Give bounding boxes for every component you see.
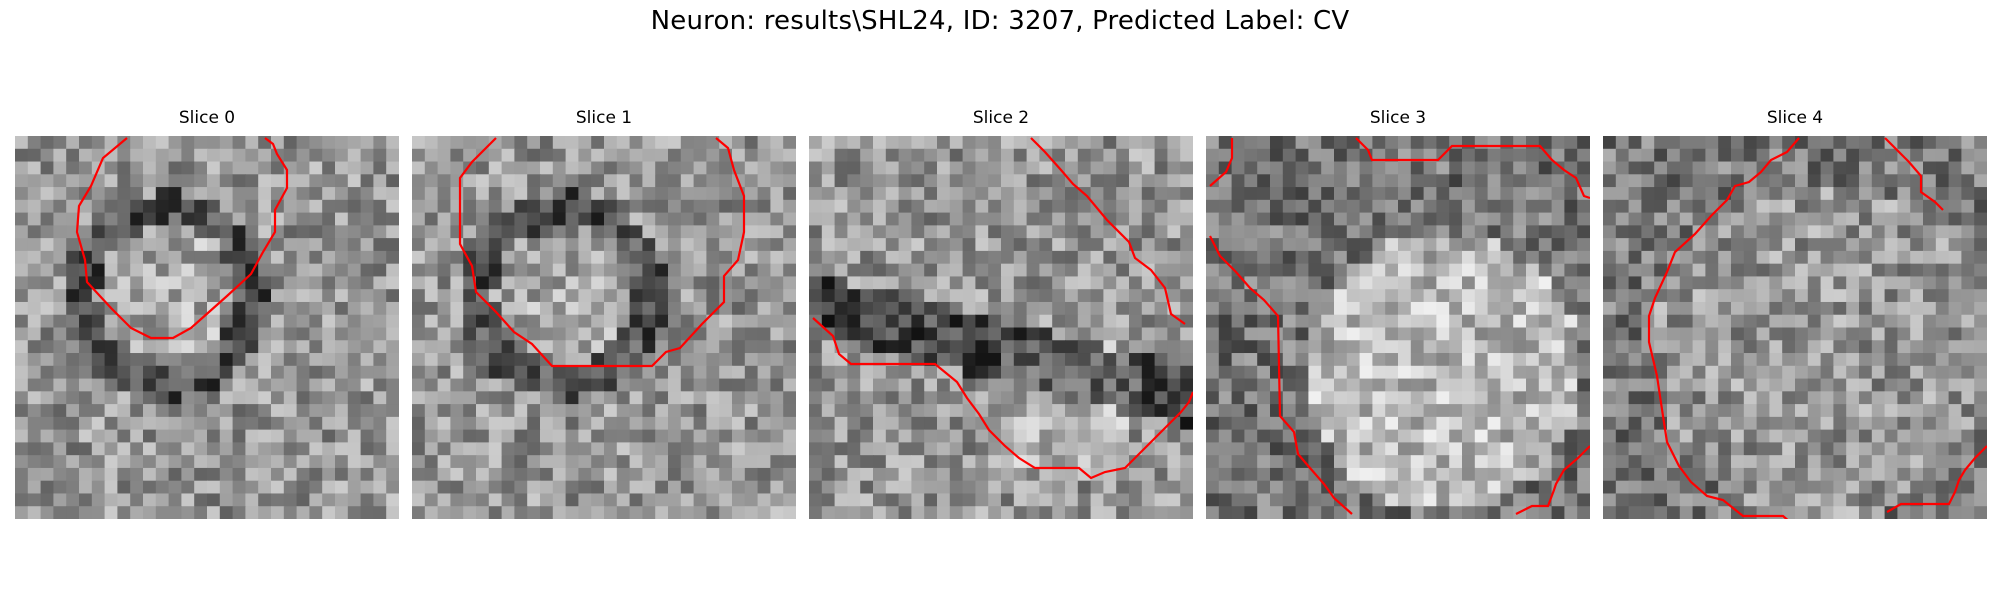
figure-title: Neuron: results\SHL24, ID: 3207, Predict… xyxy=(650,6,1350,36)
segmentation-contour xyxy=(1647,137,1987,519)
slice-title: Slice 2 xyxy=(972,108,1030,128)
slice-title: Slice 0 xyxy=(178,108,236,128)
pixel-grid xyxy=(412,136,796,519)
segmentation-contour xyxy=(812,137,1193,480)
slice-title: Slice 1 xyxy=(575,108,633,128)
slice-image xyxy=(15,136,399,519)
segmentation-contour xyxy=(1209,137,1590,515)
slice-image xyxy=(412,136,796,519)
pixel-grid xyxy=(809,136,1193,519)
segmentation-contour xyxy=(75,137,289,340)
pixel-grid xyxy=(15,136,399,519)
pixel-grid xyxy=(1206,136,1590,519)
slice-image xyxy=(1206,136,1590,519)
segmentation-contour xyxy=(458,137,746,368)
pixel-grid xyxy=(1603,136,1987,519)
slice-image xyxy=(1603,136,1987,519)
slice-title: Slice 4 xyxy=(1766,108,1824,128)
slice-title: Slice 3 xyxy=(1369,108,1427,128)
slice-image xyxy=(809,136,1193,519)
